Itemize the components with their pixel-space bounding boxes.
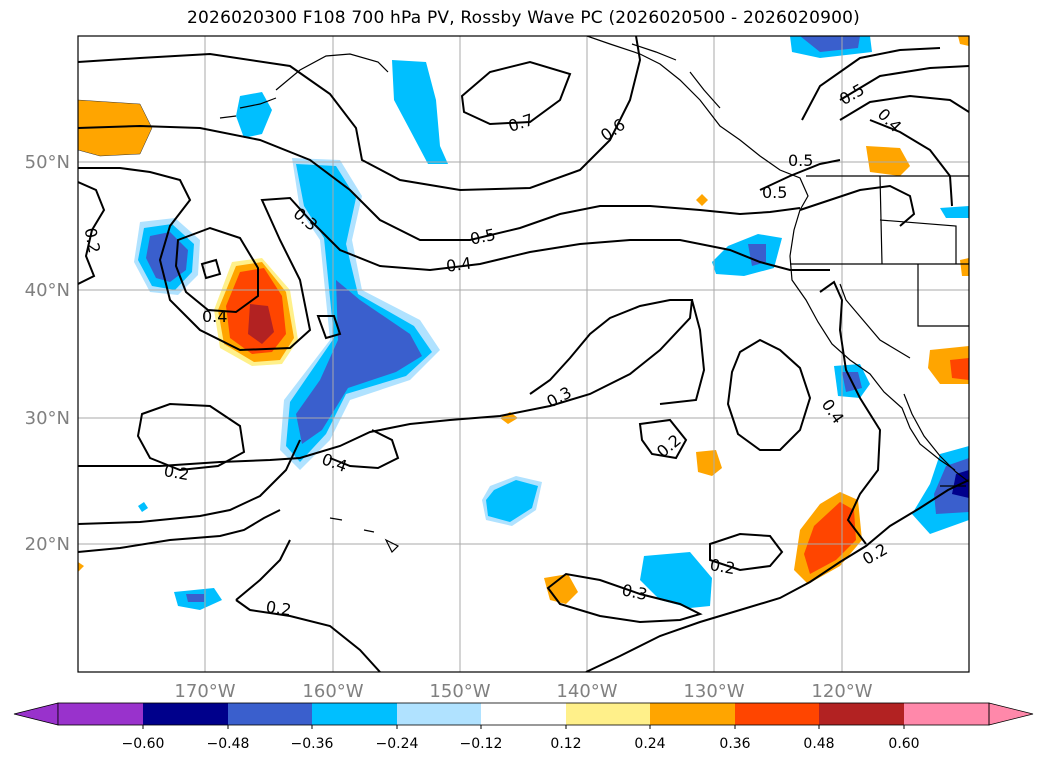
lat-label-40n: 40°N — [25, 280, 70, 301]
contour-label: 0.5 — [762, 183, 787, 202]
longitude-labels: 170°W 160°W 150°W 140°W 130°W 120°W — [174, 681, 872, 702]
colorbar-bin — [143, 703, 228, 725]
colorbar-tick-label: −0.12 — [460, 736, 503, 752]
colorbar-tick-label: 0.60 — [888, 736, 919, 752]
map-title: 2026020300 F108 700 hPa PV, Rossby Wave … — [187, 8, 860, 28]
colorbar: −0.60 −0.48 −0.36 −0.24 −0.12 0.12 0.24 … — [13, 702, 1034, 752]
contour-label: 0.2 — [162, 461, 190, 484]
colorbar-bin — [481, 703, 566, 725]
colorbar-bin — [58, 703, 143, 725]
lat-label-30n: 30°N — [25, 408, 70, 429]
colorbar-bin — [650, 703, 735, 725]
colorbar-bin — [735, 703, 819, 725]
coastlines — [219, 36, 969, 554]
gridlines — [78, 36, 969, 672]
colorbar-low-extend — [13, 702, 59, 726]
contour-label: 0.2 — [265, 597, 293, 619]
colorbar-bin — [397, 703, 481, 725]
pv-contours — [78, 36, 969, 672]
colorbar-tick-label: 0.36 — [719, 736, 750, 752]
colorbar-bin — [228, 703, 312, 725]
contour-label: 0.4 — [202, 307, 227, 326]
lat-label-20n: 20°N — [25, 534, 70, 555]
colorbar-bin — [566, 703, 650, 725]
colorbar-tick-label: −0.48 — [207, 736, 250, 752]
contour-label: 0.2 — [81, 226, 104, 254]
colorbar-tick-label: 0.24 — [634, 736, 665, 752]
latitude-labels: 50°N 40°N 30°N 20°N — [25, 152, 70, 555]
contour-label: 0.5 — [468, 225, 497, 249]
lon-label-130w: 130°W — [683, 681, 744, 702]
colorbar-tick-label: −0.36 — [291, 736, 334, 752]
contour-label: 0.2 — [708, 555, 736, 578]
colorbar-tick-label: 0.48 — [803, 736, 834, 752]
contour-label: 0.3 — [620, 580, 649, 604]
colorbar-bin — [312, 703, 397, 725]
colorbar-high-extend — [988, 702, 1034, 726]
colorbar-tick-label: −0.60 — [122, 736, 165, 752]
positive-anomaly-patch — [78, 100, 152, 156]
map-border — [77, 35, 970, 673]
colorbar-tick-label: −0.24 — [376, 736, 419, 752]
lon-label-160w: 160°W — [302, 681, 363, 702]
colorbar-bin — [904, 703, 989, 725]
lon-label-150w: 150°W — [429, 681, 490, 702]
colorbar-tick-label: 0.12 — [550, 736, 581, 752]
lon-label-140w: 140°W — [556, 681, 617, 702]
lat-label-50n: 50°N — [25, 152, 70, 173]
contour-label: 0.5 — [788, 151, 813, 170]
contour-label: 0.4 — [445, 253, 473, 275]
lon-label-120w: 120°W — [811, 681, 872, 702]
lon-label-170w: 170°W — [174, 681, 235, 702]
colorbar-bin — [819, 703, 904, 725]
